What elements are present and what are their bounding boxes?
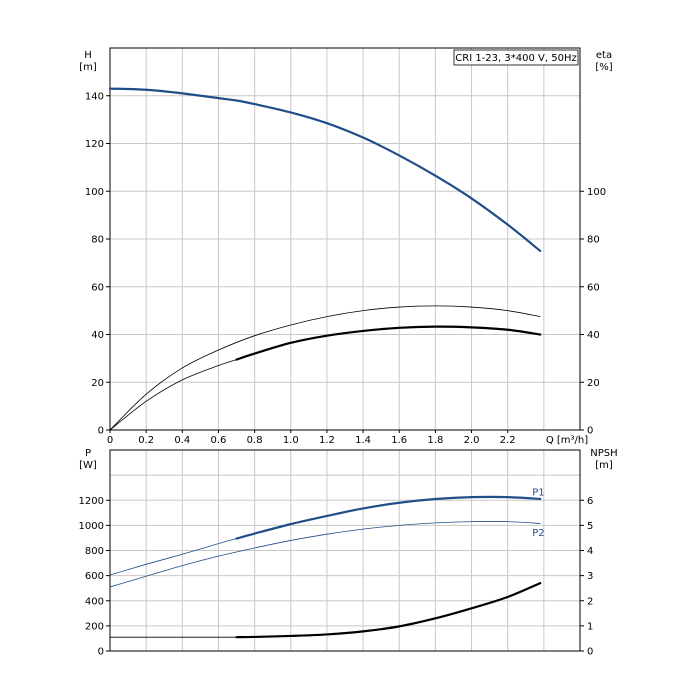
right-tick-label: 40 <box>587 330 600 341</box>
x-tick-label: 0.8 <box>247 435 263 446</box>
left-tick-label: 1200 <box>79 496 104 507</box>
x-tick-label: 2.2 <box>500 435 516 446</box>
left-tick-label: 600 <box>85 571 104 582</box>
series-line-2-2 <box>235 495 542 540</box>
series-line-1-4 <box>235 325 542 361</box>
panel-1: 0 20 40 60 80 100 120 140 0 20 40 60 80 100 H[m] eta[%]… <box>79 47 613 446</box>
right-tick-label: 6 <box>587 496 593 507</box>
series-line-1-2 <box>109 305 541 431</box>
left-axis-unit: [W] <box>79 460 97 471</box>
series-line-2-3 <box>109 521 541 588</box>
left-tick-label: 120 <box>85 139 104 150</box>
x-tick-label: 0.6 <box>211 435 227 446</box>
left-tick-label: 0 <box>98 426 104 437</box>
x-tick-label: 1.8 <box>427 435 443 446</box>
right-tick-label: 3 <box>587 571 593 582</box>
left-tick-label: 80 <box>91 235 104 246</box>
left-tick-label: 1000 <box>79 521 104 532</box>
left-tick-label: 100 <box>85 187 104 198</box>
right-tick-label: 60 <box>587 282 600 293</box>
x-tick-label: 1.0 <box>283 435 299 446</box>
left-tick-label: 140 <box>85 91 104 102</box>
x-tick-label: 1.6 <box>391 435 407 446</box>
series-label-p1: P1 <box>532 487 544 498</box>
right-tick-label: 5 <box>587 521 593 532</box>
x-axis-title: Q [m³/h] <box>546 435 588 446</box>
right-tick-label: 100 <box>587 187 606 198</box>
x-tick-label: 2.0 <box>464 435 480 446</box>
left-axis-unit: [m] <box>79 62 97 73</box>
left-tick-label: 20 <box>91 378 104 389</box>
right-tick-label: 80 <box>587 235 600 246</box>
right-tick-label: 20 <box>587 378 600 389</box>
series-line-1-1 <box>108 87 542 253</box>
right-axis-unit: [m] <box>595 460 613 471</box>
x-tick-label: 0.4 <box>174 435 190 446</box>
right-tick-label: 0 <box>587 647 593 658</box>
right-tick-label: 2 <box>587 596 593 607</box>
right-tick-label: 1 <box>587 621 593 632</box>
left-tick-label: 200 <box>85 621 104 632</box>
left-axis-title: H <box>84 50 92 61</box>
left-tick-label: 40 <box>91 330 104 341</box>
right-axis-title: NPSH <box>590 448 617 459</box>
right-axis-title: eta <box>596 50 612 61</box>
x-tick-label: 1.2 <box>319 435 335 446</box>
panel-2: 0 200 400 600 800 1000 1200 0 1 2 3 4 5 6 P[W] NPSH[m] P… <box>79 448 618 658</box>
left-axis-title: P <box>85 448 91 459</box>
x-tick-label: 1.4 <box>355 435 371 446</box>
x-tick-label: 0.2 <box>138 435 154 446</box>
right-tick-label: 4 <box>587 546 593 557</box>
left-tick-label: 0 <box>98 647 104 658</box>
series-line-2-5 <box>235 582 542 639</box>
right-tick-label: 0 <box>587 426 593 437</box>
left-tick-label: 800 <box>85 546 104 557</box>
right-axis-unit: [%] <box>595 62 612 73</box>
left-tick-label: 400 <box>85 596 104 607</box>
legend-box <box>453 49 579 66</box>
series-line-1-3 <box>109 359 237 431</box>
left-tick-label: 60 <box>91 282 104 293</box>
series-label-p2: P2 <box>532 528 544 539</box>
x-tick-label: 0 <box>107 435 113 446</box>
series-line-2-1 <box>109 538 237 576</box>
legend-text: CRI 1-23, 3*400 V, 50Hz <box>455 53 576 64</box>
